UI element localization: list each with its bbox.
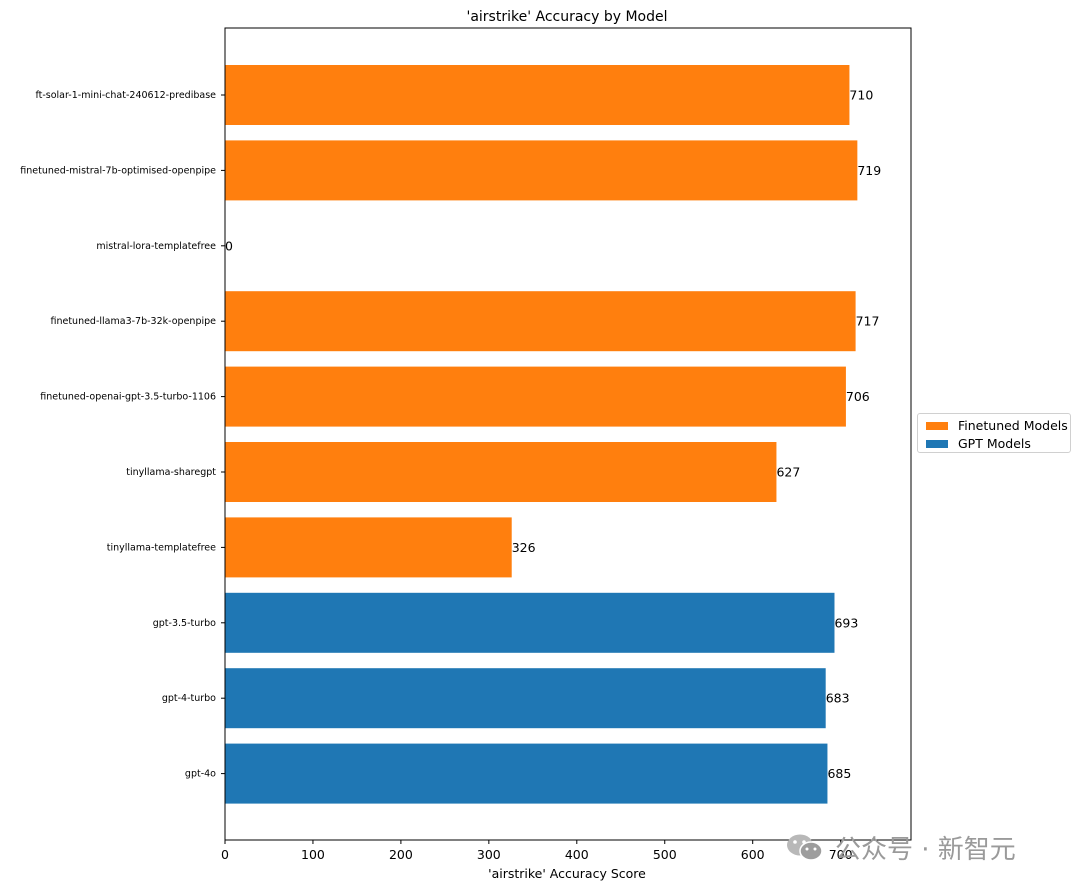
wechat-icon [785,832,825,862]
data-label-tinyllama-templatefree: 326 [512,540,536,555]
chart-title: 'airstrike' Accuracy by Model [466,9,667,25]
x-tick-label: 400 [565,847,589,862]
y-tick-label: gpt-4o [185,769,216,780]
data-label-gpt-4o: 685 [827,766,851,781]
x-tick-label: 500 [653,847,677,862]
x-tick-label: 300 [477,847,501,862]
x-tick-label: 100 [301,847,325,862]
watermark: 公众号 · 新智元 [785,827,1060,867]
y-tick-label: gpt-4-turbo [162,693,216,704]
y-tick-label: finetuned-openai-gpt-3.5-turbo-1106 [40,392,216,403]
legend-label-gpt: GPT Models [958,436,1031,451]
legend-label-finetuned: Finetuned Models [958,418,1068,433]
bar-finetuned-mistral-7b-optimised-openpipe [225,140,858,201]
legend: Finetuned Models GPT Models [917,413,1071,453]
legend-swatch-finetuned [926,421,948,430]
legend-item-gpt: GPT Models [926,436,1031,451]
bar-finetuned-openai-gpt-3.5-turbo-1106 [225,366,846,427]
data-label-mistral-lora-templatefree: 0 [225,238,233,253]
watermark-text: 公众号 · 新智元 [835,834,1016,865]
data-label-finetuned-llama3-7b-32k-openpipe: 717 [856,314,880,329]
y-tick-label: gpt-3.5-turbo [153,618,216,629]
bar-gpt-4o [225,743,828,804]
legend-item-finetuned: Finetuned Models [926,418,1068,433]
data-label-finetuned-mistral-7b-optimised-openpipe: 719 [857,163,881,178]
y-tick-label: tinyllama-sharegpt [126,467,216,478]
y-tick-label: finetuned-mistral-7b-optimised-openpipe [20,165,216,176]
bar-tinyllama-templatefree [225,517,512,578]
bar-tinyllama-sharegpt [225,442,777,502]
data-label-finetuned-openai-gpt-3.5-turbo-1106: 706 [846,389,870,404]
data-label-gpt-4-turbo: 683 [826,691,850,706]
legend-swatch-gpt [926,439,948,448]
y-tick-label: mistral-lora-templatefree [96,241,216,252]
x-tick-label: 0 [221,847,229,862]
bar-gpt-3.5-turbo [225,592,835,653]
bar-ft-solar-1-mini-chat-240612-predibase [225,65,850,125]
x-tick-label: 200 [389,847,413,862]
x-axis-label: 'airstrike' Accuracy Score [488,866,646,881]
x-tick-label: 700 [829,847,853,862]
bar-gpt-4-turbo [225,668,826,729]
data-label-ft-solar-1-mini-chat-240612-predibase: 710 [849,88,873,103]
x-tick-label: 600 [741,847,765,862]
bar-finetuned-llama3-7b-32k-openpipe [225,291,856,352]
y-tick-label: finetuned-llama3-7b-32k-openpipe [50,316,216,327]
y-tick-label: ft-solar-1-mini-chat-240612-predibase [35,90,216,101]
data-label-tinyllama-sharegpt: 627 [776,465,800,480]
plot-frame [224,27,912,841]
y-tick-label: tinyllama-templatefree [107,542,216,553]
data-label-gpt-3.5-turbo: 693 [834,615,858,630]
